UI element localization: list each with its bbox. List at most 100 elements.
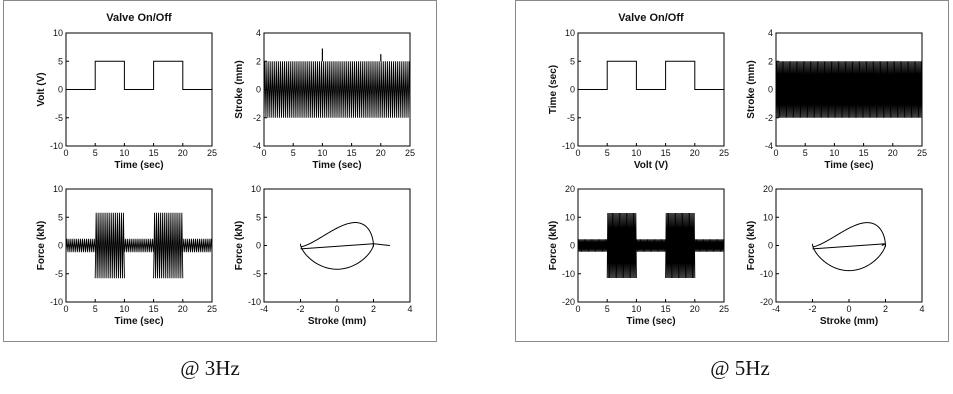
x-tick-label: 0 xyxy=(63,148,68,158)
y-tick-label: 20 xyxy=(565,184,575,194)
x-tick-label: 2 xyxy=(371,304,376,314)
y-tick-label: 5 xyxy=(256,212,261,222)
stroke-signal-line xyxy=(776,61,922,118)
x-axis-label: Time (sec) xyxy=(626,316,675,327)
y-axis-label: Force (kN) xyxy=(234,221,245,270)
x-tick-label: 25 xyxy=(917,148,927,158)
loop-inner-line xyxy=(812,243,886,250)
x-tick-label: 25 xyxy=(207,148,217,158)
hysteresis-loop xyxy=(300,222,374,270)
y-tick-label: -4 xyxy=(765,141,773,151)
subplot-1: 0 5 10 15 20 25 -10 -5 0 5 10 Volt (V) Time (sec) Val… xyxy=(548,12,729,171)
y-tick-label: 10 xyxy=(565,212,575,222)
x-tick-label: 20 xyxy=(888,148,898,158)
valve-signal-line xyxy=(66,60,212,90)
series-group xyxy=(578,213,724,278)
y-tick-label: 0 xyxy=(570,241,575,251)
subplot-2: 0 5 10 15 20 25 -4 -2 0 2 4 Time (sec) Stroke (mm) xyxy=(234,28,415,171)
y-tick-label: -10 xyxy=(50,297,63,307)
y-tick-label: -2 xyxy=(253,113,261,123)
x-tick-label: 15 xyxy=(859,148,869,158)
caption-5hz: @ 5Hz xyxy=(710,356,770,380)
x-tick-label: 5 xyxy=(803,148,808,158)
y-tick-label: -10 xyxy=(562,269,575,279)
x-tick-label: 5 xyxy=(93,148,98,158)
x-tick-label: 0 xyxy=(334,304,339,314)
x-tick-label: 0 xyxy=(846,304,851,314)
x-tick-label: 0 xyxy=(773,148,778,158)
x-tick-label: 15 xyxy=(347,148,357,158)
subplot-4: -4 -2 0 2 4 -10 -5 0 5 10 Stroke (mm) Force (kN) xyxy=(234,184,413,327)
y-tick-label: 0 xyxy=(570,85,575,95)
panel-5hz: 0 5 10 15 20 25 -10 -5 0 5 10 Volt (V) Time (sec) Val… xyxy=(515,0,949,342)
x-tick-label: 5 xyxy=(605,304,610,314)
x-tick-label: 0 xyxy=(575,304,580,314)
x-tick-label: 25 xyxy=(719,148,729,158)
series-group xyxy=(578,60,724,90)
x-tick-label: 25 xyxy=(405,148,415,158)
y-tick-label: 10 xyxy=(251,184,261,194)
force-signal-line xyxy=(66,212,212,279)
x-axis-label: Volt (V) xyxy=(634,160,668,171)
x-tick-label: 10 xyxy=(119,304,129,314)
caption-3hz: @ 3Hz xyxy=(180,356,240,380)
panel-3hz: 0 5 10 15 20 25 -10 -5 0 5 10 Time (sec) Volt (V) Val… xyxy=(3,0,437,342)
y-tick-label: -10 xyxy=(50,141,63,151)
x-tick-label: -4 xyxy=(260,304,268,314)
x-tick-label: 15 xyxy=(661,304,671,314)
stroke-signal-line xyxy=(264,61,410,118)
y-tick-label: -10 xyxy=(562,141,575,151)
y-axis-label: Time (sec) xyxy=(548,65,559,114)
y-axis-label: Stroke (mm) xyxy=(234,60,245,118)
subplot-3: 0 5 10 15 20 25 -20 -10 0 10 20 Time (sec) Force (kN… xyxy=(548,184,729,327)
y-tick-label: 0 xyxy=(768,85,773,95)
series-group xyxy=(300,222,390,270)
force-signal-line xyxy=(578,213,724,278)
y-tick-label: -10 xyxy=(760,269,773,279)
y-tick-label: -4 xyxy=(253,141,261,151)
x-tick-label: -2 xyxy=(808,304,816,314)
y-axis-label: Force (kN) xyxy=(36,221,47,270)
y-tick-label: 4 xyxy=(768,28,773,38)
x-tick-label: 25 xyxy=(719,304,729,314)
x-tick-label: 15 xyxy=(149,148,159,158)
valve-signal-line xyxy=(578,60,724,90)
series-group xyxy=(812,222,886,272)
y-tick-label: -20 xyxy=(760,297,773,307)
x-tick-label: 20 xyxy=(178,304,188,314)
y-tick-label: 5 xyxy=(570,56,575,66)
x-tick-label: 4 xyxy=(919,304,924,314)
y-tick-label: 2 xyxy=(768,56,773,66)
y-tick-label: 0 xyxy=(256,241,261,251)
y-tick-label: -5 xyxy=(55,113,63,123)
series-group xyxy=(66,60,212,90)
x-tick-label: -2 xyxy=(296,304,304,314)
plot-title: Valve On/Off xyxy=(106,12,172,24)
y-tick-label: -5 xyxy=(55,269,63,279)
x-tick-label: 10 xyxy=(631,304,641,314)
x-tick-label: 25 xyxy=(207,304,217,314)
y-tick-label: -10 xyxy=(248,297,261,307)
subplot-2: 0 5 10 15 20 25 -4 -2 0 2 4 Time (sec) Stroke (mm) xyxy=(746,28,927,171)
x-tick-label: 4 xyxy=(407,304,412,314)
subplot-1: 0 5 10 15 20 25 -10 -5 0 5 10 Time (sec) Volt (V) Val… xyxy=(36,12,217,171)
loop-inner-line xyxy=(300,243,390,250)
y-axis-label: Stroke (mm) xyxy=(746,60,757,118)
x-tick-label: 20 xyxy=(690,304,700,314)
y-tick-label: -5 xyxy=(253,269,261,279)
y-axis-label: Force (kN) xyxy=(548,221,559,270)
x-axis-label: Time (sec) xyxy=(114,316,163,327)
y-tick-label: 10 xyxy=(763,212,773,222)
x-tick-label: 20 xyxy=(376,148,386,158)
x-axis-label: Stroke (mm) xyxy=(820,316,878,327)
y-axis-label: Volt (V) xyxy=(36,72,47,106)
x-axis-label: Stroke (mm) xyxy=(308,316,366,327)
y-tick-label: 10 xyxy=(53,184,63,194)
x-tick-label: 15 xyxy=(661,148,671,158)
x-tick-label: 0 xyxy=(261,148,266,158)
x-axis-label: Time (sec) xyxy=(824,160,873,171)
x-tick-label: 20 xyxy=(178,148,188,158)
axes-frame xyxy=(775,188,923,303)
